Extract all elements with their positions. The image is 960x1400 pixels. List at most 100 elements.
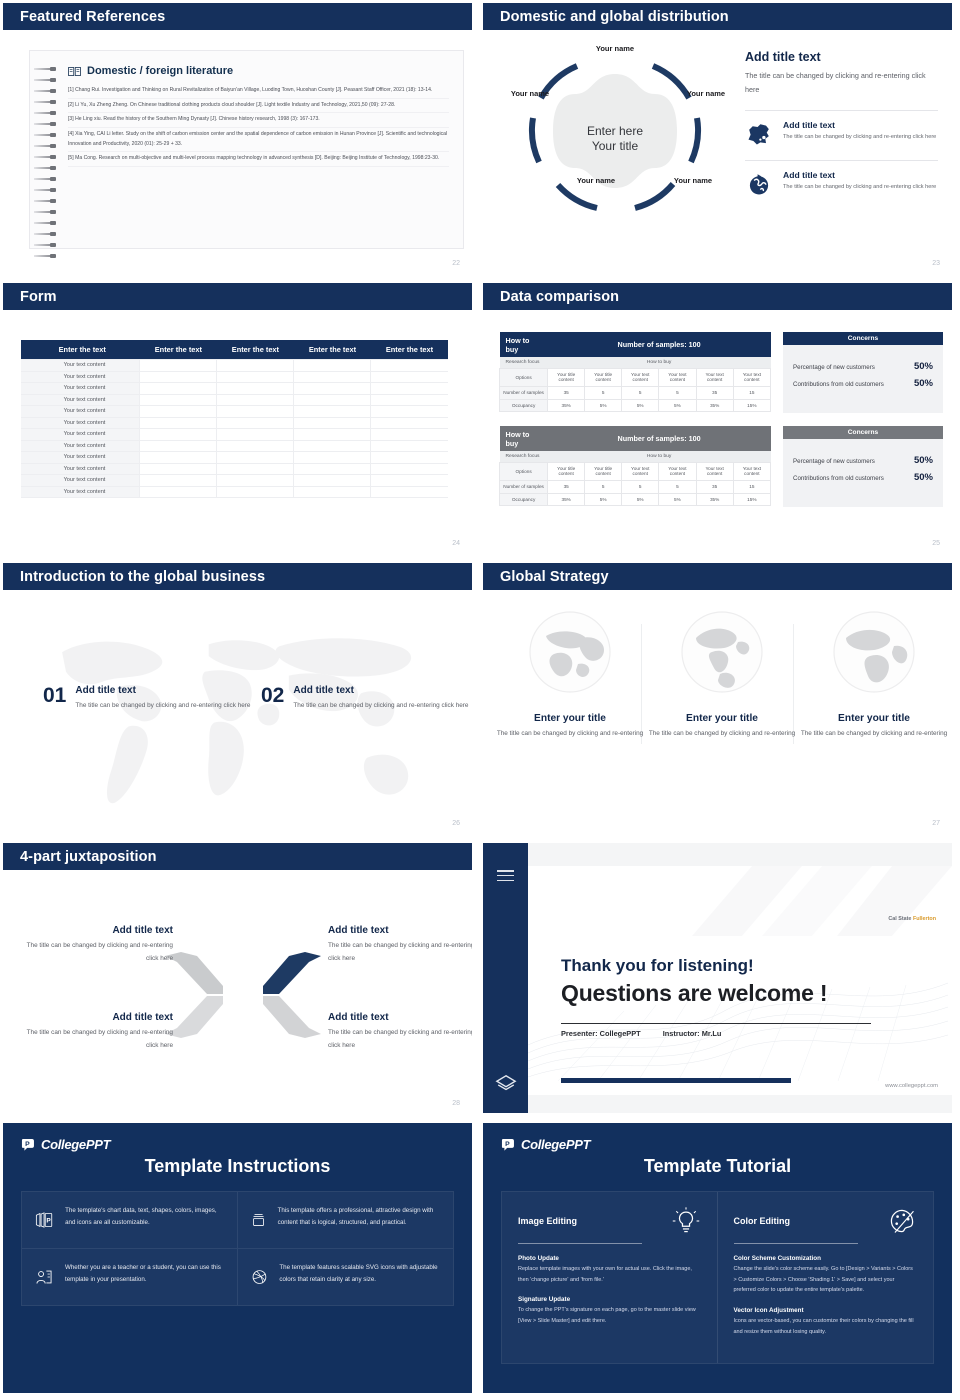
column-header[interactable]: Enter the text	[21, 340, 140, 360]
slide-form[interactable]: Form Enter the text Enter the text Enter t…	[3, 283, 472, 553]
row-label-cell[interactable]: Your text content	[21, 428, 141, 441]
option-cell[interactable]: Your text content	[695, 368, 734, 387]
table-row[interactable]: Your text content	[21, 416, 448, 429]
value-cell[interactable]: 15%	[732, 492, 772, 507]
row-label-cell[interactable]: Your text content	[21, 439, 141, 452]
quadrant-item[interactable]: Add title text The title can be changed …	[328, 1012, 472, 1053]
value-cell[interactable]: 35	[547, 479, 586, 494]
table-cell[interactable]	[293, 405, 372, 418]
value-cell[interactable]: 5	[658, 479, 697, 494]
row-label-cell[interactable]: Your text content	[21, 474, 141, 487]
option-cell[interactable]: Your text content	[732, 368, 772, 387]
table-cell[interactable]	[216, 451, 295, 464]
table-cell[interactable]	[139, 474, 218, 487]
value-cell[interactable]: 5	[584, 385, 623, 400]
table-cell[interactable]	[370, 451, 448, 464]
table-cell[interactable]	[216, 370, 295, 383]
value-cell[interactable]: 5%	[658, 492, 697, 507]
table-cell[interactable]	[216, 416, 295, 429]
comparison-table[interactable]: How to buy Number of samples: 100 Research…	[498, 426, 772, 507]
value-cell[interactable]: 35%	[695, 492, 734, 507]
table-row[interactable]: Number of samples 35 5 5 5 35 15	[498, 385, 772, 400]
tutorial-column[interactable]: Image Editing	[502, 1192, 718, 1363]
table-row[interactable]: Your text content	[21, 451, 448, 464]
row-label-cell[interactable]: Your text content	[21, 451, 141, 464]
row-label-cell[interactable]: Your text content	[21, 370, 141, 383]
table-cell[interactable]	[293, 428, 372, 441]
option-cell[interactable]: Your title content	[547, 368, 586, 387]
tutorial-column[interactable]: Color Editing Color Scheme Cus	[718, 1192, 934, 1363]
table-row[interactable]: Your text content	[21, 474, 448, 487]
table-cell[interactable]	[216, 359, 295, 372]
option-cell[interactable]: Your text content	[732, 462, 772, 481]
value-cell[interactable]: 5%	[584, 492, 623, 507]
value-cell[interactable]: 5%	[584, 398, 623, 413]
table-cell[interactable]	[293, 474, 372, 487]
quadrant-item[interactable]: Add title text The title can be changed …	[13, 1012, 173, 1053]
value-cell[interactable]: 5%	[621, 492, 660, 507]
option-cell[interactable]: Your text content	[658, 368, 697, 387]
instruction-item[interactable]: Whether you are a teacher or a student, …	[22, 1249, 238, 1305]
column-header[interactable]: Enter the text	[293, 340, 371, 360]
table-row[interactable]: Your text content	[21, 370, 448, 383]
table-cell[interactable]	[370, 393, 448, 406]
value-cell[interactable]: 35	[547, 385, 586, 400]
distribution-row[interactable]: Add title text The title can be changed …	[745, 170, 938, 198]
table-cell[interactable]	[216, 428, 295, 441]
table-row[interactable]: Your text content	[21, 405, 448, 418]
numbered-item[interactable]: 01 Add title text The title can be chang…	[43, 685, 251, 713]
table-cell[interactable]	[216, 439, 295, 452]
value-cell[interactable]: 35%	[547, 398, 586, 413]
value-cell[interactable]: 15	[732, 385, 772, 400]
value-cell[interactable]: 35%	[695, 398, 734, 413]
quadrant-item[interactable]: Add title text The title can be changed …	[13, 925, 173, 966]
value-cell[interactable]: 5	[621, 479, 660, 494]
table-cell[interactable]	[293, 359, 372, 372]
table-cell[interactable]	[139, 485, 218, 498]
table-cell[interactable]	[139, 382, 218, 395]
table-cell[interactable]	[370, 474, 448, 487]
table-cell[interactable]	[370, 428, 448, 441]
value-cell[interactable]: 5	[621, 385, 660, 400]
value-cell[interactable]: 35%	[547, 492, 586, 507]
table-cell[interactable]	[139, 439, 218, 452]
table-cell[interactable]	[293, 462, 372, 475]
value-cell[interactable]: 35	[695, 385, 734, 400]
table-cell[interactable]	[216, 474, 295, 487]
slide-distribution[interactable]: Domestic and global distribution	[483, 3, 952, 273]
slide-instructions[interactable]: P CollegePPT Template Instructions P The…	[3, 1123, 472, 1393]
strategy-column[interactable]: Enter your title The title can be change…	[799, 602, 949, 741]
row-label-cell[interactable]: Your text content	[21, 416, 141, 429]
slide-thank-you[interactable]: Cal State Fullerton Thank you for listen…	[483, 843, 952, 1113]
table-cell[interactable]	[370, 370, 448, 383]
option-cell[interactable]: Your title content	[584, 462, 623, 481]
value-cell[interactable]: 15%	[732, 398, 772, 413]
table-cell[interactable]	[139, 405, 218, 418]
table-cell[interactable]	[370, 359, 448, 372]
slide-four-part[interactable]: 4-part juxtaposition D A C B Add title t…	[3, 843, 472, 1113]
strategy-column[interactable]: Enter your title The title can be change…	[647, 602, 797, 741]
table-cell[interactable]	[293, 416, 372, 429]
table-cell[interactable]	[293, 382, 372, 395]
table-cell[interactable]	[293, 370, 372, 383]
quadrant-item[interactable]: Add title text The title can be changed …	[328, 925, 472, 966]
slide-references[interactable]: Featured References Domesti	[3, 3, 472, 273]
table-cell[interactable]	[216, 393, 295, 406]
row-label-cell[interactable]: Your text content	[21, 485, 141, 498]
table-row[interactable]: Your text content	[21, 393, 448, 406]
table-cell[interactable]	[216, 462, 295, 475]
slide-global-strategy[interactable]: Global Strategy Enter your	[483, 563, 952, 833]
value-cell[interactable]: 5	[584, 479, 623, 494]
comparison-table[interactable]: How to buy Number of samples: 100 Research…	[498, 332, 772, 413]
table-cell[interactable]	[216, 382, 295, 395]
table-cell[interactable]	[370, 416, 448, 429]
table-cell[interactable]	[293, 451, 372, 464]
table-cell[interactable]	[370, 485, 448, 498]
row-label-cell[interactable]: Your text content	[21, 462, 141, 475]
instruction-item[interactable]: P The template's chart data, text, shape…	[22, 1192, 238, 1249]
column-header[interactable]: Enter the text	[139, 340, 217, 360]
row-label-cell[interactable]: Your text content	[21, 393, 141, 406]
table-row[interactable]: Occupancy 35% 5% 5% 5% 35% 15%	[498, 398, 772, 413]
table-cell[interactable]	[139, 359, 218, 372]
row-label-cell[interactable]: Your text content	[21, 382, 141, 395]
